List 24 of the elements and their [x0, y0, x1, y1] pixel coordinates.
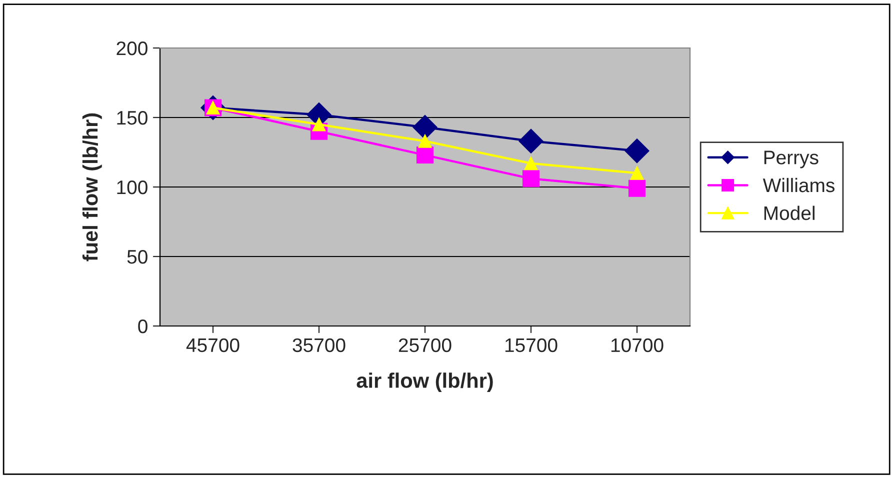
x-axis-title: air flow (lb/hr) [356, 372, 493, 392]
point [624, 138, 650, 164]
point [416, 146, 434, 164]
y-tick-label: 150 [117, 110, 148, 125]
y-tick-label: 50 [127, 250, 148, 264]
point [418, 134, 432, 148]
y-tick-label: 0 [138, 319, 148, 334]
x-tick-label: 35700 [292, 338, 346, 352]
point [518, 128, 544, 154]
legend-label: Model [764, 206, 814, 220]
point [412, 114, 438, 140]
x-tick-label: 25700 [398, 338, 452, 352]
point [524, 156, 538, 170]
point [630, 166, 644, 180]
legend-label: Perrys [764, 150, 818, 168]
point [628, 180, 646, 197]
legend-label: Williams [762, 178, 834, 192]
y-axis-title: fuel flow (lb/hr) [82, 113, 102, 262]
point [522, 170, 540, 188]
x-tick-label: 45700 [186, 338, 240, 352]
y-tick-label: 100 [117, 180, 148, 194]
x-tick-label: 10700 [611, 338, 664, 352]
x-tick-label: 15700 [505, 338, 558, 352]
y-tick-label: 200 [116, 41, 148, 56]
